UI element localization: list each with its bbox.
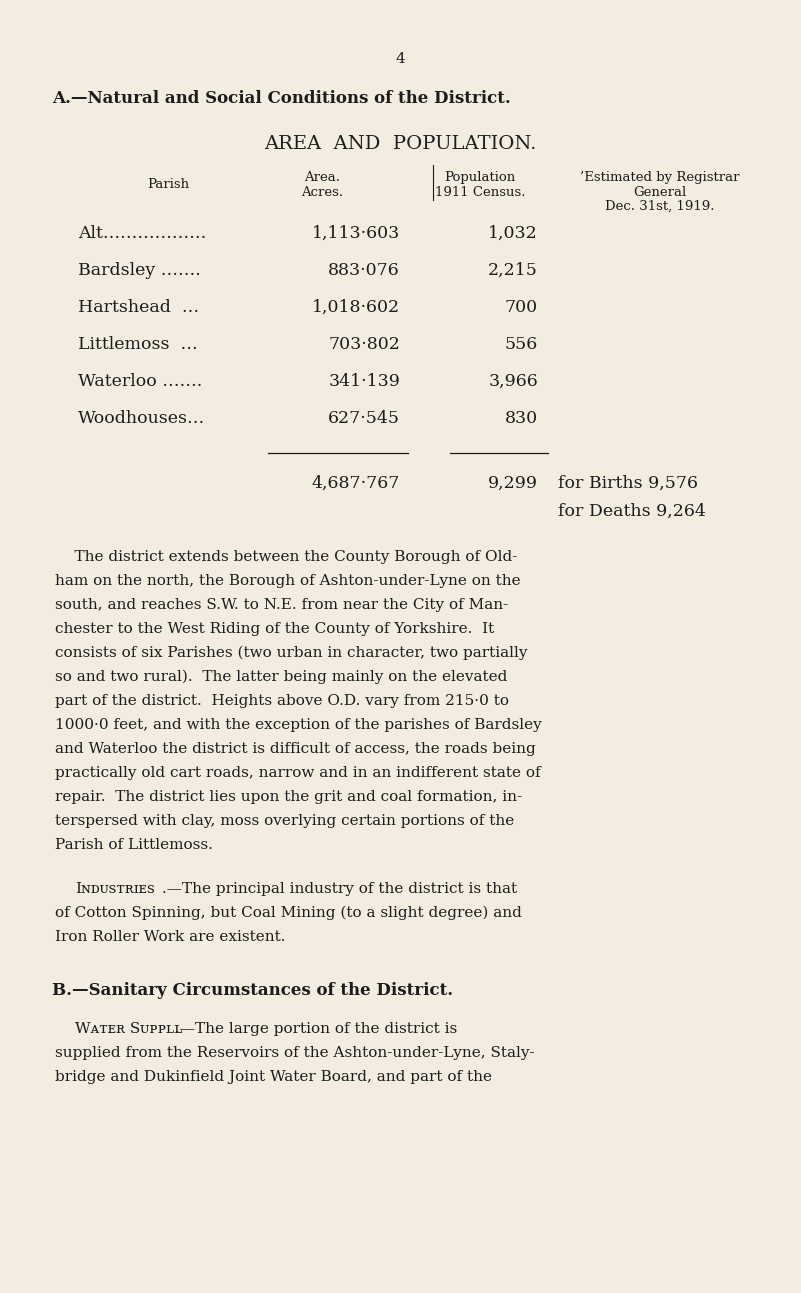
Text: A.—Natural and Social Conditions of the District.: A.—Natural and Social Conditions of the … <box>52 91 511 107</box>
Text: practically old cart roads, narrow and in an indifferent state of: practically old cart roads, narrow and i… <box>55 765 541 780</box>
Text: 2,215: 2,215 <box>488 262 538 279</box>
Text: 883·076: 883·076 <box>328 262 400 279</box>
Text: 341·139: 341·139 <box>328 372 400 390</box>
Text: 830: 830 <box>505 410 538 427</box>
Text: AREA  AND  POPULATION.: AREA AND POPULATION. <box>264 134 536 153</box>
Text: 556: 556 <box>505 336 538 353</box>
Text: 1,032: 1,032 <box>489 225 538 242</box>
Text: 3,966: 3,966 <box>489 372 538 390</box>
Text: Population: Population <box>445 171 516 184</box>
Text: Area.: Area. <box>304 171 340 184</box>
Text: Iron Roller Work are existent.: Iron Roller Work are existent. <box>55 930 285 944</box>
Text: 1,113·603: 1,113·603 <box>312 225 400 242</box>
Text: Acres.: Acres. <box>301 186 343 199</box>
Text: 4: 4 <box>395 52 405 66</box>
Text: Bardsley …….: Bardsley ……. <box>78 262 201 279</box>
Text: Parish: Parish <box>147 178 189 191</box>
Text: chester to the West Riding of the County of Yorkshire.  It: chester to the West Riding of the County… <box>55 622 494 636</box>
Text: and Waterloo the district is difficult of access, the roads being: and Waterloo the district is difficult o… <box>55 742 536 756</box>
Text: Waterloo …….: Waterloo ……. <box>78 372 202 390</box>
Text: Dec. 31st, 1919.: Dec. 31st, 1919. <box>606 200 714 213</box>
Text: 627·545: 627·545 <box>328 410 400 427</box>
Text: .—The principal industry of the district is that: .—The principal industry of the district… <box>162 882 517 896</box>
Text: Iɴᴅᴜѕᴛʀɪᴇѕ: Iɴᴅᴜѕᴛʀɪᴇѕ <box>75 882 155 896</box>
Text: terspersed with clay, moss overlying certain portions of the: terspersed with clay, moss overlying cer… <box>55 815 514 828</box>
Text: for Deaths 9,264: for Deaths 9,264 <box>558 503 706 520</box>
Text: of Cotton Spinning, but Coal Mining (to a slight degree) and: of Cotton Spinning, but Coal Mining (to … <box>55 906 522 921</box>
Text: 1,018·602: 1,018·602 <box>312 299 400 315</box>
Text: part of the district.  Heights above O.D. vary from 215·0 to: part of the district. Heights above O.D.… <box>55 694 509 709</box>
Text: 1911 Census.: 1911 Census. <box>435 186 525 199</box>
Text: 700: 700 <box>505 299 538 315</box>
Text: bridge and Dukinfield Joint Water Board, and part of the: bridge and Dukinfield Joint Water Board,… <box>55 1071 492 1084</box>
Text: B.—Sanitary Circumstances of the District.: B.—Sanitary Circumstances of the Distric… <box>52 981 453 999</box>
Text: .—The large portion of the district is: .—The large portion of the district is <box>175 1021 457 1036</box>
Text: Wᴀᴛᴇʀ Sᴜᴘᴘʟʟ: Wᴀᴛᴇʀ Sᴜᴘᴘʟʟ <box>75 1021 183 1036</box>
Text: 703·802: 703·802 <box>328 336 400 353</box>
Text: supplied from the Reservoirs of the Ashton-under-Lyne, Staly-: supplied from the Reservoirs of the Asht… <box>55 1046 534 1060</box>
Text: Hartshead  …: Hartshead … <box>78 299 199 315</box>
Text: south, and reaches S.W. to N.E. from near the City of Man-: south, and reaches S.W. to N.E. from nea… <box>55 597 509 612</box>
Text: Parish of Littlemoss.: Parish of Littlemoss. <box>55 838 213 852</box>
Text: Littlemoss  …: Littlemoss … <box>78 336 198 353</box>
Text: The district extends between the County Borough of Old-: The district extends between the County … <box>55 550 517 564</box>
Text: 4,687·767: 4,687·767 <box>312 475 400 493</box>
Text: General: General <box>634 186 686 199</box>
Text: so and two rural).  The latter being mainly on the elevated: so and two rural). The latter being main… <box>55 670 507 684</box>
Text: 1000·0 feet, and with the exception of the parishes of Bardsley: 1000·0 feet, and with the exception of t… <box>55 718 541 732</box>
Text: Alt………………: Alt……………… <box>78 225 207 242</box>
Text: consists of six Parishes (two urban in character, two partially: consists of six Parishes (two urban in c… <box>55 646 528 661</box>
Text: ’Estimated by Registrar: ’Estimated by Registrar <box>580 171 740 184</box>
Text: repair.  The district lies upon the grit and coal formation, in-: repair. The district lies upon the grit … <box>55 790 522 804</box>
Text: for Births 9,576: for Births 9,576 <box>558 475 698 493</box>
Text: 9,299: 9,299 <box>488 475 538 493</box>
Text: Woodhouses…: Woodhouses… <box>78 410 205 427</box>
Text: ham on the north, the Borough of Ashton-under-Lyne on the: ham on the north, the Borough of Ashton-… <box>55 574 521 588</box>
